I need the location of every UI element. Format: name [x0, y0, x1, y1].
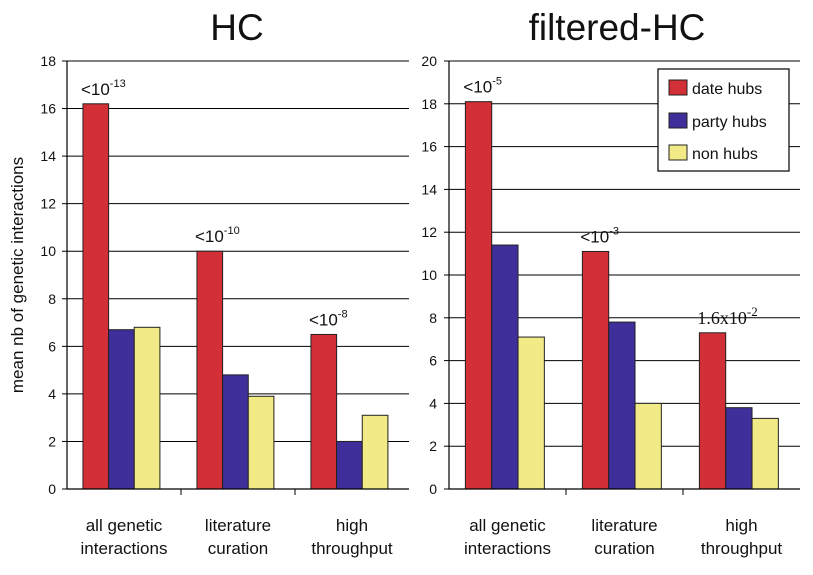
category-label: literature — [591, 516, 657, 535]
bars — [82, 103, 389, 490]
category-label: curation — [208, 539, 268, 558]
bar-date-hubs — [581, 250, 610, 490]
bar-non-hubs — [247, 395, 275, 490]
y-tick-label: 20 — [421, 53, 437, 69]
bar-party-hubs — [108, 329, 135, 490]
y-tick-label: 12 — [421, 224, 437, 240]
y-ticks: 0 2 4 6 8 10 12 14 16 18 20 — [421, 53, 437, 497]
significance-annotation: 1.6x10-2 — [697, 304, 757, 328]
y-tick-label: 6 — [429, 353, 437, 369]
legend-label-non-hubs: non hubs — [692, 146, 758, 163]
category-labels: all genetic interactions literature curatio… — [464, 516, 782, 558]
bar-date-hubs — [82, 103, 110, 490]
y-tick-label: 8 — [429, 310, 437, 326]
category-label: interactions — [464, 539, 551, 558]
y-ticks: 0 2 4 6 8 10 12 14 16 18 — [40, 53, 56, 497]
y-tick-label: 0 — [429, 481, 437, 497]
annotations: <10-5 <10-3 1.6x10-2 — [463, 76, 757, 328]
category-labels: all genetic interactions literature curatio… — [81, 516, 393, 558]
y-tick-label: 12 — [40, 196, 56, 212]
legend: date hubs party hubs non hubs — [657, 68, 790, 172]
y-tick-label: 2 — [48, 433, 56, 449]
y-tick-label: 6 — [48, 338, 56, 354]
category-label: high — [725, 516, 757, 535]
y-tick-label: 16 — [421, 139, 437, 155]
y-tick-label: 10 — [421, 267, 437, 283]
bar-party-hubs — [725, 407, 753, 490]
y-tick-label: 18 — [421, 96, 437, 112]
bars — [464, 101, 779, 490]
category-label: all genetic — [469, 516, 546, 535]
y-tick-label: 14 — [40, 148, 56, 164]
annotations: <10-13 <10-10 <10-8 — [81, 78, 348, 330]
bar-party-hubs — [491, 244, 519, 490]
category-label: throughput — [701, 539, 783, 558]
panel-title-hc: HC — [210, 7, 263, 48]
legend-swatch-party-hubs — [668, 112, 688, 129]
y-tick-label: 4 — [48, 386, 56, 402]
significance-annotation: <10-10 — [195, 225, 240, 246]
y-tick-label: 8 — [48, 291, 56, 307]
y-tick-label: 16 — [40, 101, 56, 117]
category-label: high — [336, 516, 368, 535]
category-label: throughput — [311, 539, 393, 558]
significance-annotation: <10-8 — [309, 308, 348, 329]
y-tick-label: 0 — [48, 481, 56, 497]
panel-filtered-hc: filtered-HC 0 2 4 6 8 10 12 14 16 18 20 <10-5 <10-3… — [421, 7, 800, 558]
significance-annotation: <10-3 — [580, 225, 619, 246]
axes — [62, 60, 409, 495]
category-label: literature — [205, 516, 271, 535]
panel-hc: HC 0 2 4 6 8 10 12 14 16 18 <10-13 <10-10 <10-8 all… — [40, 7, 409, 558]
y-tick-label: 4 — [429, 395, 437, 411]
significance-annotation: <10-13 — [81, 78, 126, 99]
bar-date-hubs — [196, 250, 224, 490]
category-label: interactions — [81, 539, 168, 558]
category-label: all genetic — [86, 516, 163, 535]
y-tick-label: 14 — [421, 181, 437, 197]
bar-date-hubs — [464, 101, 493, 490]
bar-date-hubs — [698, 332, 727, 490]
legend-label-date-hubs: date hubs — [692, 81, 762, 98]
y-tick-label: 2 — [429, 438, 437, 454]
bar-non-hubs — [634, 402, 662, 490]
bar-non-hubs — [517, 336, 545, 490]
legend-label-party-hubs: party hubs — [692, 114, 767, 131]
legend-swatch-non-hubs — [668, 144, 688, 161]
panel-title-filtered-hc: filtered-HC — [529, 7, 706, 48]
bar-non-hubs — [751, 417, 779, 490]
significance-annotation: <10-5 — [463, 76, 502, 97]
bar-non-hubs — [133, 326, 161, 490]
y-axis-label: mean nb of genetic interactions — [8, 157, 27, 393]
y-tick-label: 18 — [40, 53, 56, 69]
bar-party-hubs — [222, 374, 249, 490]
legend-swatch-date-hubs — [668, 79, 688, 96]
y-tick-label: 10 — [40, 243, 56, 259]
category-label: curation — [594, 539, 654, 558]
axes — [444, 60, 800, 495]
bar-date-hubs — [310, 333, 338, 490]
bar-party-hubs — [336, 440, 363, 490]
bar-party-hubs — [608, 321, 636, 490]
bar-non-hubs — [361, 414, 389, 490]
